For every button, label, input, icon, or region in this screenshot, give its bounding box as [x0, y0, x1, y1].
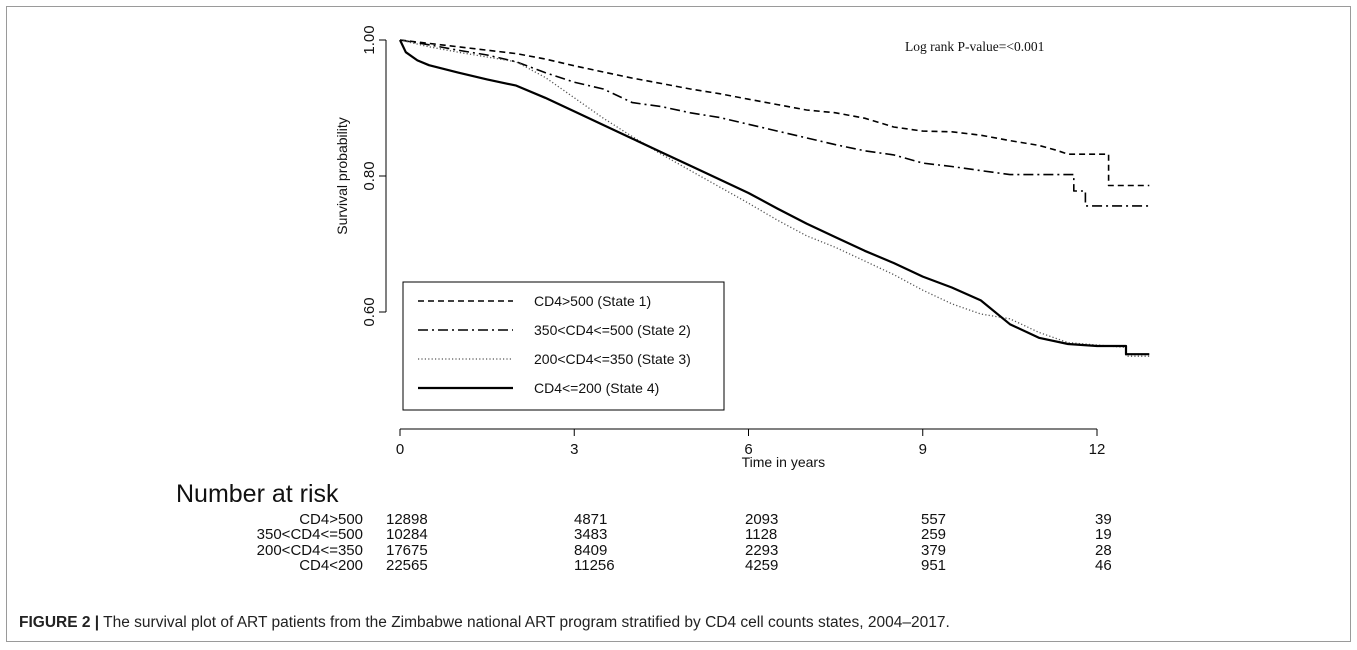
- risk-cell: 8409: [574, 542, 608, 559]
- y-tick-label: 0.80: [361, 161, 378, 190]
- legend-label-state-3: 200<CD4<=350 (State 3): [534, 351, 691, 367]
- series-line-state-3: [399, 39, 1150, 357]
- figure-caption: FIGURE 2 | The survival plot of ART pati…: [19, 614, 950, 632]
- risk-cell: 22565: [386, 557, 428, 574]
- legend-label-state-2: 350<CD4<=500 (State 2): [534, 322, 691, 338]
- x-tick-label: 0: [396, 441, 404, 458]
- risk-cell: 951: [921, 557, 947, 574]
- x-axis-label: Time in years: [742, 454, 826, 470]
- survival-chart: 0 3 6 9 12 1.00 0.80 0.60 Time in years Survival …: [334, 25, 1150, 470]
- risk-cell: 17675: [386, 542, 428, 559]
- legend-label-state-4: CD4<=200 (State 4): [534, 380, 659, 396]
- risk-cell: 4259: [745, 557, 779, 574]
- risk-cell: 2293: [745, 542, 779, 559]
- caption-prefix: FIGURE 2 |: [19, 614, 100, 631]
- risk-cell: 1128: [745, 526, 778, 543]
- y-tick-label: 1.00: [361, 25, 378, 54]
- x-tick-label: 9: [919, 441, 927, 458]
- risk-cell: 39: [1095, 511, 1112, 528]
- risk-table-title: Number at risk: [176, 480, 339, 508]
- y-tick-label: 0.60: [361, 297, 378, 326]
- figure-frame: [6, 6, 1351, 642]
- risk-cell: 379: [921, 542, 947, 559]
- log-rank-annotation: Log rank P-value=<0.001: [905, 39, 1044, 54]
- x-tick-label: 6: [744, 441, 752, 458]
- risk-row-label: CD4<200: [299, 557, 363, 574]
- risk-row-label: CD4>500: [299, 511, 363, 528]
- risk-cell: 28: [1095, 542, 1112, 559]
- series-line-state-2: [399, 39, 1150, 207]
- legend-label-state-1: CD4>500 (State 1): [534, 293, 651, 309]
- risk-cell: 2093: [745, 511, 779, 528]
- risk-row-label: 200<CD4<=350: [256, 542, 363, 559]
- risk-cell: 557: [921, 511, 947, 528]
- risk-cell: 10284: [386, 526, 428, 543]
- risk-cell: 19: [1095, 526, 1112, 543]
- risk-cell: 11256: [574, 557, 615, 574]
- risk-cell: 12898: [386, 511, 428, 528]
- risk-row-label: 350<CD4<=500: [256, 526, 363, 543]
- series-line-state-4: [399, 39, 1150, 356]
- x-tick-label: 3: [570, 441, 578, 458]
- x-tick-label: 12: [1089, 441, 1106, 458]
- y-axis-label: Survival probability: [334, 117, 350, 235]
- risk-cell: 46: [1095, 557, 1112, 574]
- series-line-state-1: [399, 39, 1150, 187]
- risk-cell: 4871: [574, 511, 608, 528]
- risk-cell: 3483: [574, 526, 608, 543]
- risk-cell: 259: [921, 526, 947, 543]
- caption-text: The survival plot of ART patients from t…: [99, 614, 950, 631]
